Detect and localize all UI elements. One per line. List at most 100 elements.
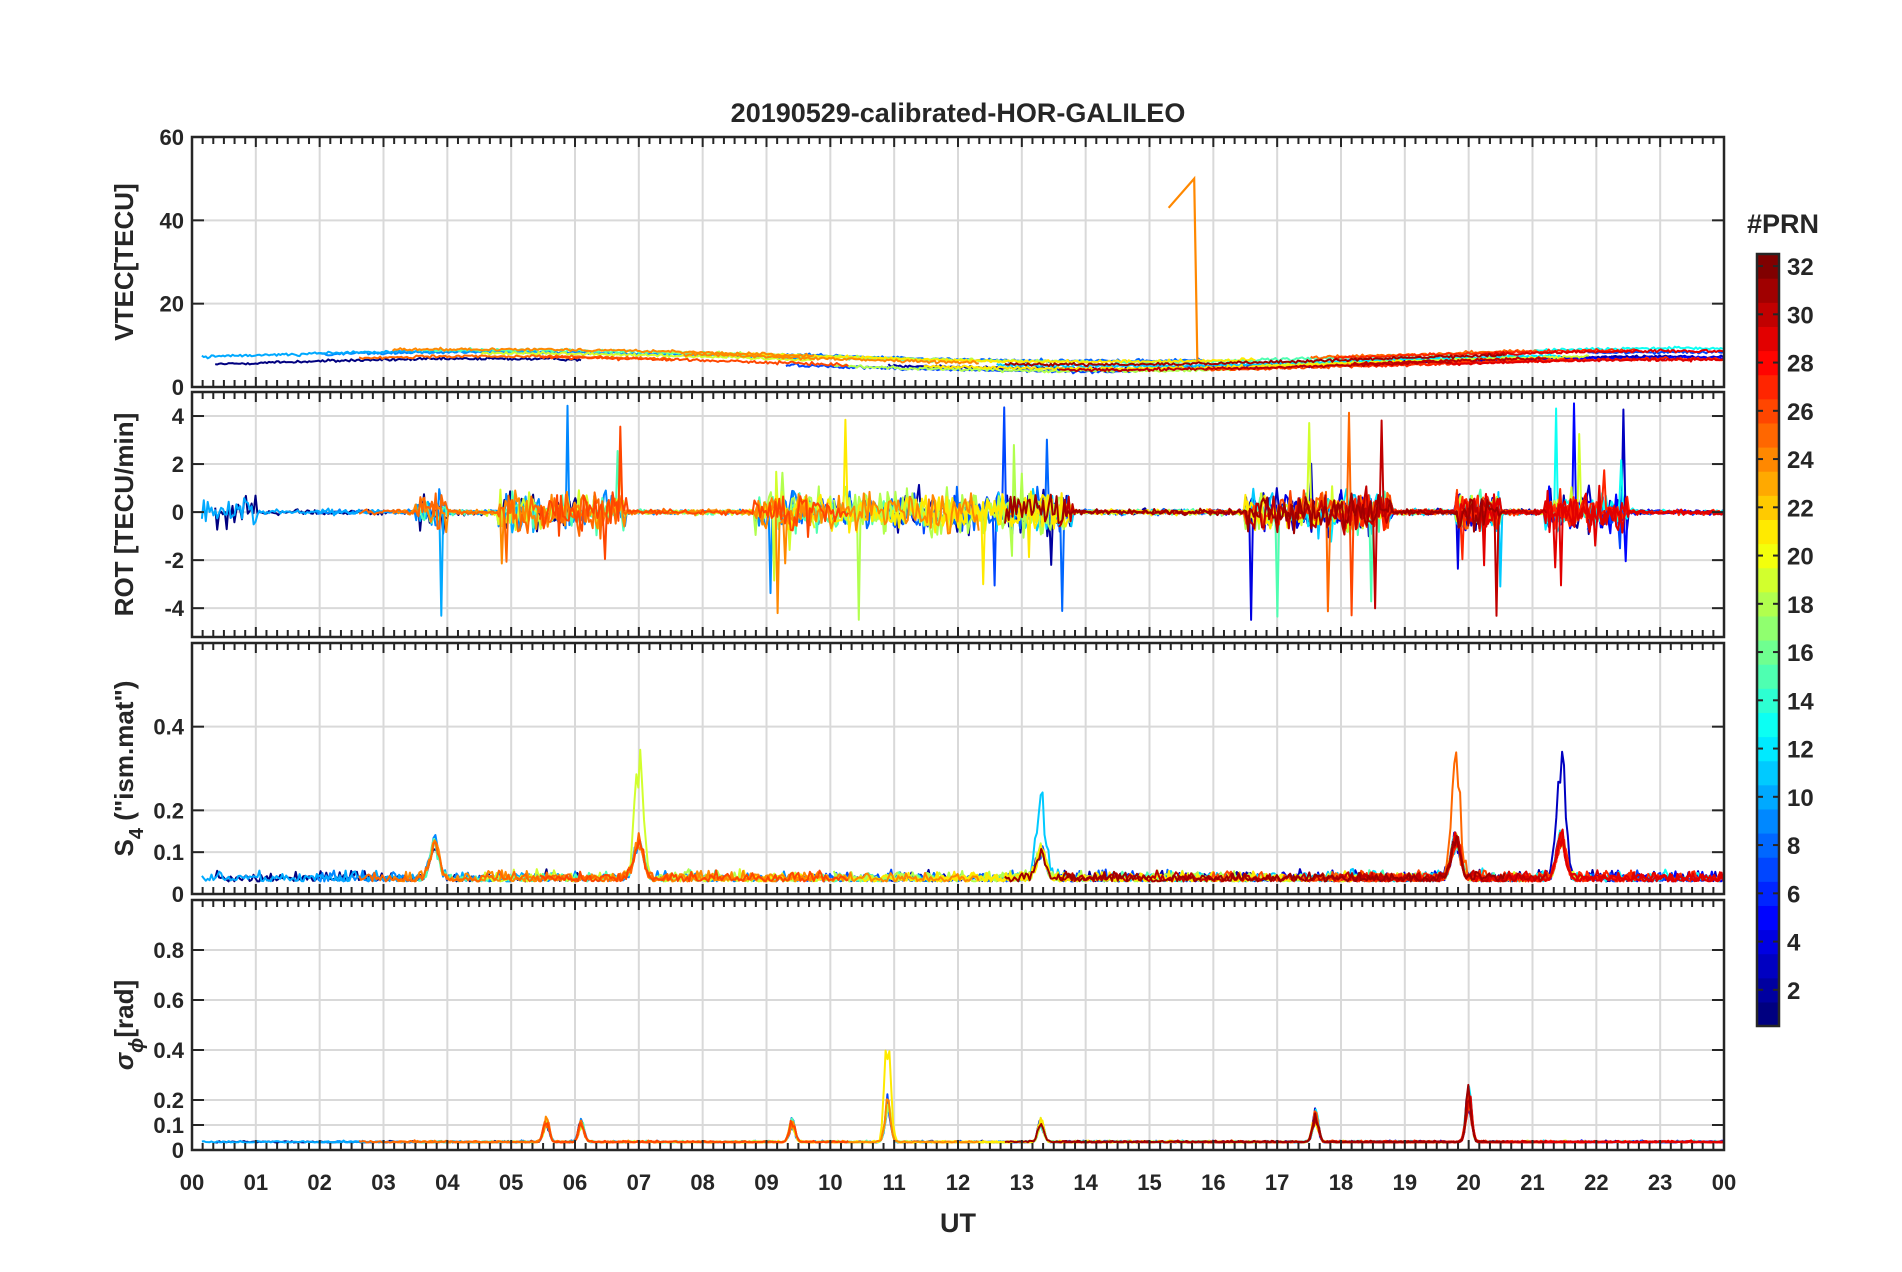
x-tick-label: 08: [690, 1170, 714, 1195]
grid-lines: [192, 137, 1724, 387]
y-tick-label: 0.4: [153, 1038, 184, 1063]
colorbar-tick-label: 2: [1787, 978, 1800, 1005]
panel-s4: 00.10.20.4S4 ("ism.mat"): [109, 641, 1726, 907]
x-tick-label: 17: [1265, 1170, 1289, 1195]
series-line-prn-13: [1532, 345, 1724, 353]
y-axis-label: S4 ("ism.mat"): [109, 681, 148, 857]
vtec-spike-line: [1167, 175, 1199, 363]
y-axis-label-subscript: ϕ: [126, 1038, 148, 1053]
colorbar-swatch: [1757, 447, 1779, 472]
x-tick-label: 00: [1712, 1170, 1736, 1195]
colorbar-swatch: [1757, 567, 1779, 593]
series-line-prn-26: [538, 425, 850, 561]
colorbar-swatch: [1757, 857, 1779, 882]
series-line-prn-31: [1004, 352, 1506, 368]
colorbar-swatch: [1757, 350, 1779, 376]
series-line-prn-21: [741, 352, 1256, 364]
grid-lines: [192, 643, 1724, 894]
series-line-prn-31: [1003, 492, 1506, 535]
y-axis-label-main: σ: [109, 1051, 139, 1070]
series-line-prn-19: [480, 748, 815, 883]
x-tick-label: 07: [627, 1170, 651, 1195]
y-tick-label: 0.6: [153, 988, 184, 1013]
colorbar-label: #PRN: [1747, 209, 1819, 239]
data-traces: [201, 748, 1724, 883]
colorbar-swatch: [1757, 953, 1779, 979]
colorbar-tick-label: 6: [1787, 881, 1800, 908]
colorbar-tick-label: 14: [1787, 688, 1814, 715]
x-axis-label: UT: [940, 1208, 976, 1238]
series-line-prn-26: [539, 839, 849, 883]
series-line-prn-19: [480, 350, 815, 362]
panel-vtec: 0 20 40 60 VTEC[TECU]: [109, 125, 1726, 400]
y-tick-label: 60: [160, 125, 184, 150]
colorbar-tick-label: 10: [1787, 785, 1814, 812]
colorbar-swatch: [1757, 881, 1779, 906]
colorbar-swatch: [1757, 374, 1779, 400]
x-tick-label: 20: [1456, 1170, 1480, 1195]
colorbar-swatch: [1757, 664, 1779, 689]
colorbar-swatch: [1757, 495, 1779, 520]
y-tick-label: 2: [172, 452, 184, 477]
colorbar-swatch: [1757, 808, 1779, 834]
y-axis-label: ROT [TECU/min]: [109, 413, 139, 617]
colorbar-tick-label: 22: [1787, 495, 1814, 522]
series-line-prn-1: [215, 356, 582, 366]
series-line-prn-25: [358, 832, 674, 883]
colorbar-swatch: [1757, 278, 1779, 303]
x-tick-label: 19: [1393, 1170, 1417, 1195]
colorbar-swatch: [1757, 736, 1779, 762]
series-line-prn-24: [682, 351, 979, 365]
y-axis-label-suffix: [rad]: [109, 980, 139, 1038]
series-line-prn-24: [683, 490, 980, 615]
x-tick-label: 21: [1520, 1170, 1544, 1195]
y-tick-label: 0.8: [153, 938, 184, 963]
x-tick-label: 11: [883, 1170, 906, 1195]
y-tick-label: 0: [172, 375, 184, 400]
colorbar-swatch: [1757, 1001, 1779, 1027]
series-line-prn-31: [1004, 1083, 1505, 1144]
colorbar-swatch: [1757, 398, 1779, 424]
colorbar-swatch: [1757, 784, 1779, 810]
series-line-prn-26: [539, 1119, 849, 1144]
colorbar-swatch: [1757, 326, 1779, 352]
x-tick-label: 13: [1010, 1170, 1034, 1195]
series-line-prn-29: [1483, 484, 1724, 587]
colorbar-swatch: [1757, 471, 1779, 496]
x-tick-label: 10: [818, 1170, 842, 1195]
colorbar-swatch: [1757, 519, 1779, 545]
panel-frame: [190, 390, 1726, 639]
colorbar-swatch: [1757, 640, 1779, 665]
x-tick-label: 05: [499, 1170, 523, 1195]
x-tick-label: 09: [754, 1170, 778, 1195]
panel-frame: [190, 898, 1726, 1152]
colorbar-swatch: [1757, 977, 1779, 1003]
colorbar-swatch: [1757, 833, 1779, 858]
panel-rot: -4 -2 0 2 4 ROT [TECU/min]: [109, 390, 1726, 639]
colorbar-tick-label: 32: [1787, 254, 1814, 281]
grid-lines: [192, 900, 1724, 1150]
y-axis-label-subscript: 4: [126, 827, 148, 839]
data-traces: [201, 1049, 1724, 1144]
axis-ticks: [191, 900, 1725, 1151]
x-tick-label: 14: [1073, 1170, 1098, 1195]
x-tick-label: 01: [244, 1170, 268, 1195]
colorbar-tick-label: 18: [1787, 592, 1814, 619]
colorbar-swatch: [1757, 688, 1779, 713]
x-axis-ticks: 00 01 02 03 04 05 06 07 08 09 10 11 12 13 14 15 16 17 18 19…: [180, 1170, 1736, 1195]
x-tick-label: 12: [946, 1170, 970, 1195]
y-tick-label: 40: [160, 208, 184, 233]
x-tick-label: 16: [1201, 1170, 1225, 1195]
colorbar-swatch: [1757, 254, 1779, 279]
colorbar-swatch: [1757, 760, 1779, 786]
x-tick-label: 15: [1137, 1170, 1161, 1195]
series-line-prn-31: [1004, 835, 1506, 883]
y-axis-label-main: S: [109, 839, 139, 856]
colorbar-tick-label: 4: [1787, 930, 1801, 957]
y-tick-label: 0.4: [153, 715, 184, 740]
colorbar-tick-label: 20: [1787, 544, 1814, 571]
x-tick-label: 03: [371, 1170, 395, 1195]
panel-frame: [190, 641, 1726, 896]
